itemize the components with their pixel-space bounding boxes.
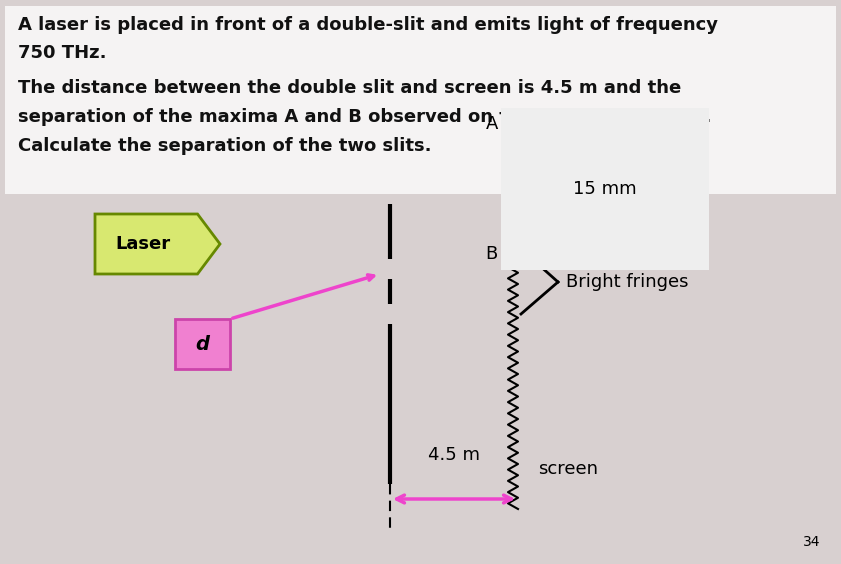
- Text: 4.5 m: 4.5 m: [428, 446, 480, 464]
- Text: A laser is placed in front of a double-slit and emits light of frequency: A laser is placed in front of a double-s…: [18, 16, 718, 34]
- Text: 34: 34: [802, 535, 820, 549]
- Text: separation of the maxima A and B observed on the screen is 15 mm.: separation of the maxima A and B observe…: [18, 108, 711, 126]
- Text: 15 mm: 15 mm: [573, 180, 637, 198]
- Text: The distance between the double slit and screen is 4.5 m and the: The distance between the double slit and…: [18, 79, 681, 97]
- FancyBboxPatch shape: [5, 6, 836, 194]
- Polygon shape: [95, 214, 220, 274]
- Text: screen: screen: [538, 460, 598, 478]
- Text: A: A: [485, 115, 498, 133]
- Text: B: B: [486, 245, 498, 263]
- Text: d: d: [195, 334, 209, 354]
- Text: Laser: Laser: [115, 235, 170, 253]
- Text: Bright fringes: Bright fringes: [566, 273, 689, 291]
- FancyBboxPatch shape: [175, 319, 230, 369]
- Text: Calculate the separation of the two slits.: Calculate the separation of the two slit…: [18, 137, 431, 155]
- Text: 750 THz.: 750 THz.: [18, 44, 107, 62]
